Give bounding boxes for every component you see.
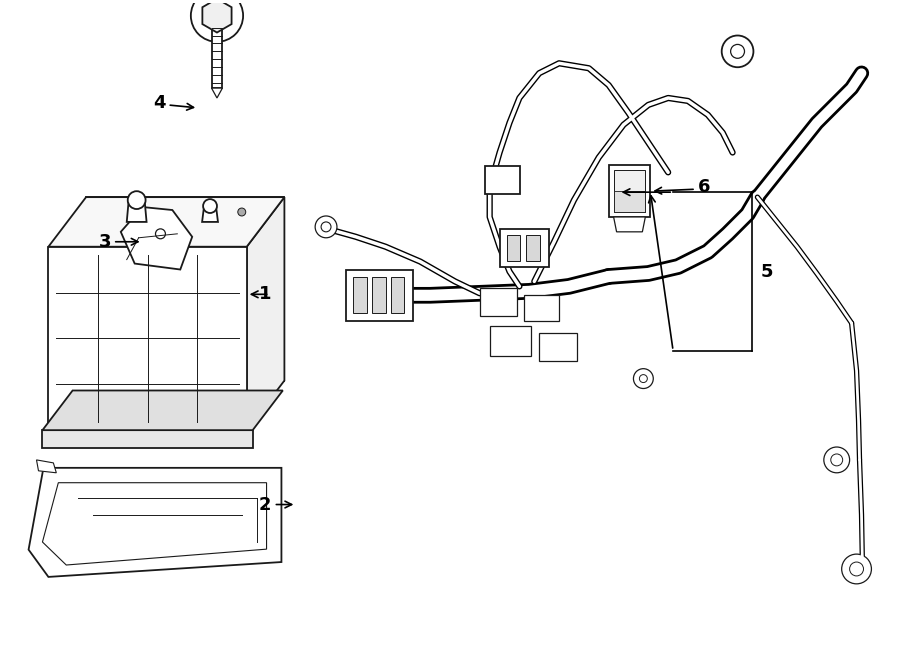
Text: 1: 1 [259, 286, 272, 303]
Bar [539, 333, 577, 361]
Bar [614, 191, 645, 212]
Bar [372, 278, 385, 313]
Text: 2: 2 [259, 496, 272, 514]
Polygon shape [121, 207, 193, 270]
Bar [507, 235, 520, 260]
Text: 4: 4 [153, 94, 166, 112]
Polygon shape [42, 391, 283, 430]
Bar [525, 295, 559, 321]
Polygon shape [247, 197, 284, 430]
Bar [614, 171, 645, 212]
Polygon shape [37, 460, 57, 473]
Bar [346, 270, 413, 321]
Circle shape [824, 447, 850, 473]
Polygon shape [202, 0, 231, 32]
Polygon shape [212, 88, 222, 98]
Bar [353, 278, 366, 313]
Bar [391, 278, 404, 313]
Polygon shape [614, 217, 645, 232]
Bar [526, 235, 540, 260]
Bar [500, 229, 549, 266]
Polygon shape [49, 247, 247, 430]
Circle shape [722, 36, 753, 67]
Polygon shape [127, 200, 147, 222]
Text: 6: 6 [698, 178, 710, 196]
Circle shape [842, 554, 871, 584]
Circle shape [128, 191, 146, 209]
Bar [485, 167, 520, 194]
Polygon shape [202, 206, 218, 222]
Bar [480, 288, 518, 316]
Text: 5: 5 [760, 262, 773, 280]
Circle shape [203, 199, 217, 213]
Bar [212, 16, 222, 88]
Polygon shape [29, 468, 282, 577]
Text: 3: 3 [98, 233, 111, 251]
Polygon shape [49, 197, 284, 247]
Circle shape [191, 0, 243, 42]
Circle shape [634, 369, 653, 389]
Bar [608, 165, 651, 217]
Circle shape [315, 216, 337, 238]
Circle shape [238, 208, 246, 216]
Polygon shape [42, 430, 253, 448]
Bar [490, 326, 531, 356]
